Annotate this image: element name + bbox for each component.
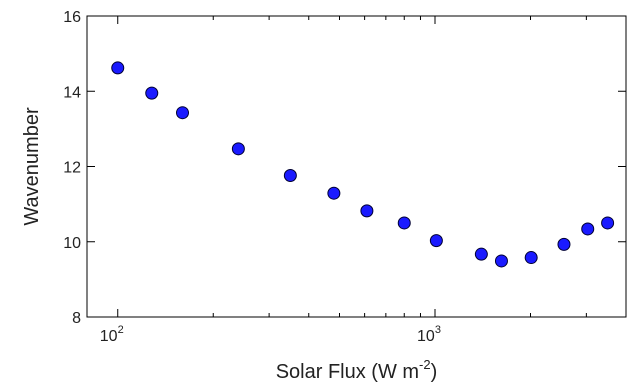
- x-tick-label: 103: [417, 324, 441, 345]
- y-tick-label: 12: [63, 160, 81, 177]
- x-axis-label-exponent: -2: [419, 357, 431, 372]
- data-point: [557, 237, 571, 251]
- y-tick-label: 10: [63, 235, 81, 252]
- plot-area: [86, 15, 627, 318]
- x-tick-label-exponent: 2: [118, 324, 124, 336]
- data-point: [524, 251, 538, 265]
- x-axis-label-main: Solar Flux (W m: [276, 361, 419, 383]
- data-point: [581, 222, 595, 236]
- data-point: [601, 216, 615, 230]
- y-axis-label: Wavenumber: [21, 107, 43, 226]
- x-axis-label: Solar Flux (W m-2): [276, 357, 438, 383]
- data-point: [397, 216, 411, 230]
- data-point: [474, 247, 488, 261]
- x-tick-label-base: 10: [100, 328, 118, 345]
- data-point: [111, 61, 125, 75]
- y-tick-label: 16: [63, 9, 81, 26]
- data-point: [145, 86, 159, 100]
- data-point: [429, 234, 443, 248]
- data-point: [176, 106, 190, 120]
- x-tick-label: 102: [100, 324, 124, 345]
- x-tick-label-base: 10: [417, 328, 435, 345]
- y-tick-label: 14: [63, 84, 81, 101]
- x-axis-label-close: ): [431, 361, 438, 383]
- x-tick-label-exponent: 3: [435, 324, 441, 336]
- y-tick-label: 8: [72, 310, 81, 327]
- data-point: [360, 204, 374, 218]
- data-point: [494, 254, 508, 268]
- data-points: [111, 61, 615, 268]
- data-point: [283, 169, 297, 183]
- data-point: [231, 142, 245, 156]
- data-point: [327, 186, 341, 200]
